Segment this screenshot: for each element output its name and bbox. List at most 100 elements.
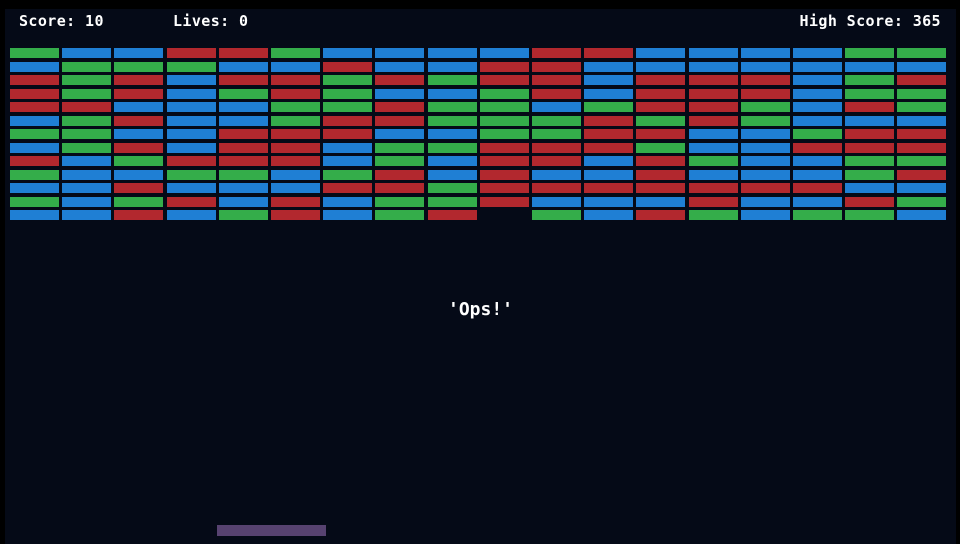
brick-blue (375, 48, 424, 58)
brick-blue (584, 89, 633, 99)
brick-blue (271, 62, 320, 72)
brick-red (271, 75, 320, 85)
brick-green (323, 170, 372, 180)
game-canvas[interactable]: Score: 10 Lives: 0 High Score: 365 'Ops!… (5, 9, 956, 544)
brick-green (689, 156, 738, 166)
brick-red (845, 102, 894, 112)
brick-green (375, 210, 424, 220)
brick-blue (114, 170, 163, 180)
brick-blue (741, 170, 790, 180)
brick-green (532, 210, 581, 220)
brick-green (897, 48, 946, 58)
brick-red (480, 183, 529, 193)
brick-red (793, 183, 842, 193)
brick-blue (219, 197, 268, 207)
brick-blue (114, 48, 163, 58)
brick-green (62, 143, 111, 153)
brick-blue (741, 143, 790, 153)
brick-blue (323, 197, 372, 207)
brick-green (323, 75, 372, 85)
brick-red (271, 143, 320, 153)
brick-blue (793, 75, 842, 85)
brick-blue (793, 197, 842, 207)
brick-red (10, 89, 59, 99)
brick-red (271, 156, 320, 166)
brick-red (219, 156, 268, 166)
brick-red (219, 143, 268, 153)
brick-red (845, 129, 894, 139)
brick-blue (375, 62, 424, 72)
brick-green (845, 170, 894, 180)
brick-red (62, 102, 111, 112)
brick-green (845, 89, 894, 99)
brick-blue (741, 48, 790, 58)
brick-green (480, 89, 529, 99)
brick-red (741, 89, 790, 99)
brick-red (845, 197, 894, 207)
brick-green (897, 102, 946, 112)
brick-blue (741, 156, 790, 166)
brick-red (532, 89, 581, 99)
brick-blue (167, 143, 216, 153)
brick-red (10, 156, 59, 166)
brick-red (375, 75, 424, 85)
brick-blue (845, 62, 894, 72)
brick-blue (689, 143, 738, 153)
brick-blue (428, 156, 477, 166)
brick-red (532, 75, 581, 85)
brick-red (636, 210, 685, 220)
brick-red (114, 143, 163, 153)
brick-blue (793, 116, 842, 126)
brick-blue (532, 197, 581, 207)
brick-blue (480, 48, 529, 58)
brick-blue (532, 170, 581, 180)
brick-green (219, 210, 268, 220)
brick-green (532, 129, 581, 139)
brick-green (323, 89, 372, 99)
brick-green (741, 116, 790, 126)
brick-red (636, 170, 685, 180)
brick-blue (10, 116, 59, 126)
brick-blue (62, 156, 111, 166)
brick-red (219, 75, 268, 85)
brick-blue (219, 62, 268, 72)
brick-red (480, 62, 529, 72)
brick-blue (584, 156, 633, 166)
brick-green (845, 75, 894, 85)
brick-green (323, 102, 372, 112)
brick-blue (636, 48, 685, 58)
brick-red (323, 183, 372, 193)
brick-red (271, 89, 320, 99)
brick-red (741, 75, 790, 85)
brick-blue (532, 102, 581, 112)
brick-green (219, 170, 268, 180)
brick-green (480, 129, 529, 139)
brick-red (375, 102, 424, 112)
brick-blue (62, 197, 111, 207)
brick-green (636, 143, 685, 153)
brick-green (10, 197, 59, 207)
brick-green (62, 129, 111, 139)
brick-red (428, 210, 477, 220)
brick-red (532, 62, 581, 72)
brick-red (532, 48, 581, 58)
brick-red (532, 183, 581, 193)
brick-blue (636, 197, 685, 207)
brick-red (375, 183, 424, 193)
brick-green (62, 116, 111, 126)
brick-red (480, 197, 529, 207)
brick-red (793, 143, 842, 153)
paddle[interactable] (217, 525, 326, 536)
brick-green (428, 197, 477, 207)
brick-blue (741, 210, 790, 220)
brick-blue (10, 210, 59, 220)
brick-red (636, 156, 685, 166)
brick-blue (584, 170, 633, 180)
brick-blue (323, 210, 372, 220)
game-over-message: 'Ops!' (447, 299, 514, 320)
brick-blue (10, 62, 59, 72)
brick-green (167, 62, 216, 72)
brick-blue (114, 102, 163, 112)
brick-red (480, 170, 529, 180)
brick-red (271, 197, 320, 207)
